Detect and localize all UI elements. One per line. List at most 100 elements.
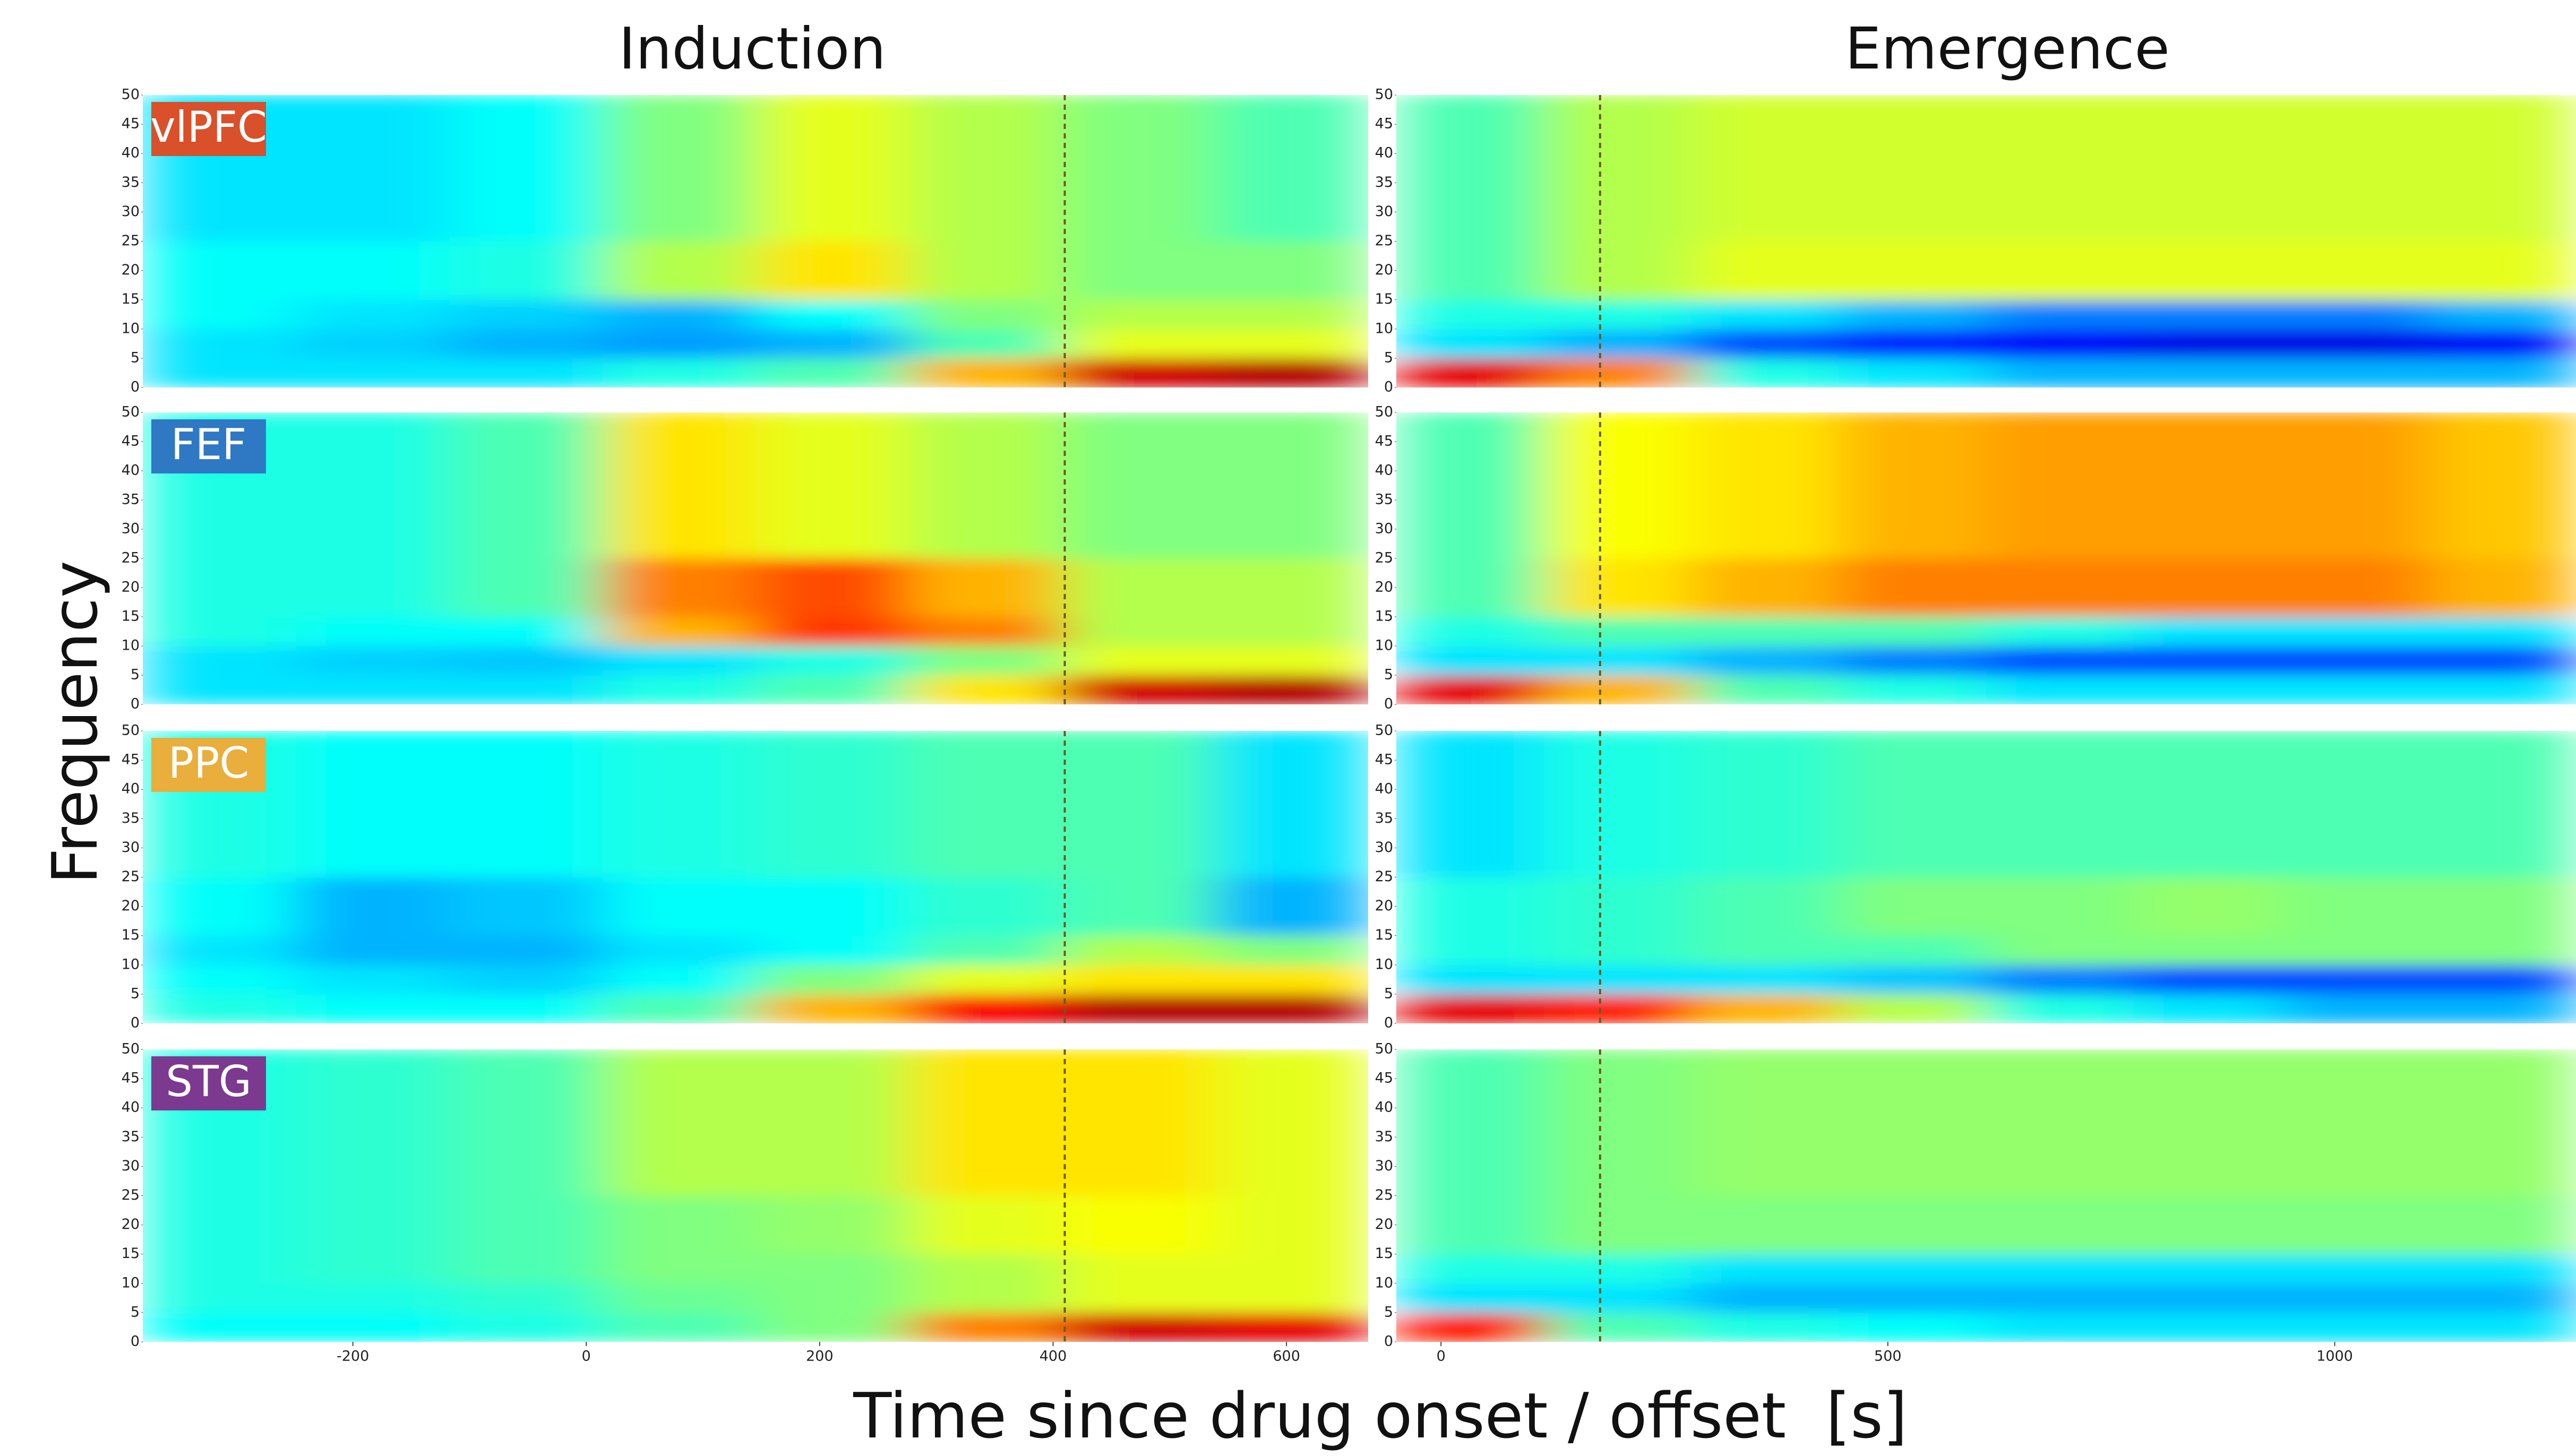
heatmap-cell <box>1215 1254 1368 1284</box>
heatmap-cell <box>2133 646 2281 676</box>
y-tick-label: 15 <box>1375 291 1393 307</box>
heatmap-cell <box>449 329 603 359</box>
heatmap-cell <box>755 412 909 559</box>
heatmap-cell <box>1543 358 1691 387</box>
heatmap-panel <box>143 412 1368 704</box>
heatmap-cell <box>602 1049 756 1196</box>
heatmap-cell <box>143 329 296 359</box>
heatmap-cell <box>1215 299 1368 330</box>
y-tick-label: 50 <box>122 404 140 420</box>
heatmap-cell <box>1543 1049 1691 1196</box>
heatmap-cell <box>296 935 450 966</box>
heatmap-cell <box>143 1254 296 1284</box>
heatmap-cell <box>755 241 909 300</box>
y-tick-label: 40 <box>122 781 140 797</box>
heatmap-cell <box>755 935 909 966</box>
heatmap-cell <box>908 1049 1062 1196</box>
heatmap-cell <box>1396 241 1544 300</box>
heatmap-cell <box>1986 935 2134 966</box>
y-tick-label: 0 <box>1384 696 1393 712</box>
y-tick-label: 50 <box>1375 1041 1393 1057</box>
y-tick-label: 30 <box>122 839 140 856</box>
y-tick-label: 40 <box>1375 462 1393 479</box>
y-tick-label: 10 <box>122 956 140 972</box>
y-tick-label: 0 <box>131 1015 140 1031</box>
heatmap-cell <box>2281 964 2429 995</box>
heatmap-cell <box>1543 558 1691 617</box>
heatmap-cell <box>2281 935 2429 966</box>
heatmap-cell <box>1396 95 1544 242</box>
heatmap-cell <box>2133 964 2281 995</box>
heatmap-cell <box>755 646 909 676</box>
heatmap-cell <box>1215 558 1368 617</box>
y-tick-label: 15 <box>122 1245 140 1262</box>
heatmap-cell <box>908 964 1062 995</box>
heatmap-cell <box>1215 329 1368 359</box>
heatmap-cell <box>2428 994 2576 1023</box>
heatmap-cell <box>602 299 756 330</box>
heatmap-cell <box>602 95 756 242</box>
y-tick-label: 10 <box>122 1274 140 1291</box>
heatmap-cell <box>1215 675 1368 704</box>
heatmap-cell <box>1839 1195 1987 1255</box>
y-tick-label: 0 <box>1384 1015 1393 1031</box>
heatmap-cell <box>2428 964 2576 995</box>
heatmap-cell <box>2133 1254 2281 1284</box>
y-tick-label: 40 <box>1375 145 1393 161</box>
heatmap-cell <box>1396 935 1544 966</box>
heatmap-cell <box>1839 617 1987 647</box>
heatmap-cell <box>908 1195 1062 1255</box>
y-tick-label: 30 <box>122 521 140 537</box>
heatmap-cell <box>2428 877 2576 936</box>
heatmap-cell <box>1396 994 1544 1023</box>
heatmap-cell <box>1396 1254 1544 1284</box>
heatmap-cell <box>449 1195 603 1255</box>
y-tick-label: 20 <box>1375 262 1393 278</box>
heatmap-cell <box>755 95 909 242</box>
x-axis-label: Time since drug onset / offset [s] <box>853 1379 1907 1452</box>
heatmap-cells <box>1396 412 2576 704</box>
heatmap-cell <box>143 675 296 704</box>
heatmap-cells <box>143 95 1368 387</box>
heatmap-cell <box>1062 329 1215 359</box>
heatmap-cell <box>1839 558 1987 617</box>
heatmap-cell <box>1062 1195 1215 1255</box>
heatmap-cell <box>755 299 909 330</box>
y-tick-label: 35 <box>1375 1128 1393 1145</box>
column-title: Emergence <box>1845 16 2170 82</box>
heatmap-cell <box>449 1312 603 1342</box>
heatmap-cell <box>908 241 1062 300</box>
heatmap-cell <box>449 241 603 300</box>
heatmap-cell <box>1839 877 1987 936</box>
heatmap-cell <box>2281 617 2429 647</box>
y-tick-label: 5 <box>1384 667 1393 683</box>
heatmap-cell <box>2281 994 2429 1023</box>
heatmap-cell <box>1396 731 1544 877</box>
heatmap-cell <box>602 1195 756 1255</box>
heatmap-cell <box>296 617 450 647</box>
heatmap-cell <box>1396 1195 1544 1255</box>
heatmap-cell <box>755 1254 909 1284</box>
heatmap-cell <box>143 241 296 300</box>
heatmap-cell <box>1543 329 1691 359</box>
y-tick-label: 10 <box>1375 320 1393 337</box>
y-tick-label: 25 <box>1375 232 1393 249</box>
heatmap-cell <box>449 731 603 877</box>
y-tick-label: 0 <box>1384 1333 1393 1350</box>
y-tick-label: 35 <box>122 1128 140 1145</box>
heatmap-cell <box>2281 412 2429 559</box>
heatmap-cell <box>2281 358 2429 387</box>
y-tick-label: 45 <box>1375 1070 1393 1087</box>
heatmap-cell <box>1839 241 1987 300</box>
heatmap-cell <box>1839 964 1987 995</box>
heatmap-cells <box>1396 1049 2576 1342</box>
x-tick-label: 0 <box>1437 1348 1446 1365</box>
heatmap-cell <box>1215 95 1368 242</box>
heatmap-cell <box>1215 1049 1368 1196</box>
heatmap-cell <box>2133 877 2281 936</box>
y-tick-label: 10 <box>122 637 140 654</box>
y-tick-label: 5 <box>131 985 140 1002</box>
y-tick-label: 25 <box>1375 550 1393 566</box>
heatmap-cell <box>296 558 450 617</box>
y-tick-label: 45 <box>1375 433 1393 450</box>
